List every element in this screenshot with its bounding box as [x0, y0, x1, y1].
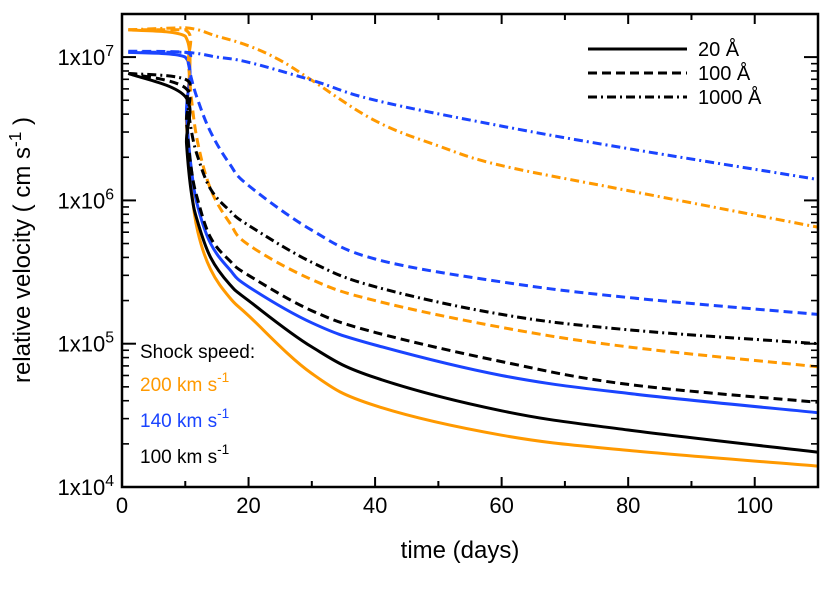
x-tick-label: 60	[489, 493, 513, 518]
annotation-shock-speed: 140 km s-1	[140, 406, 229, 432]
superscript: -1	[217, 406, 229, 421]
legend-label: 1000 Å	[698, 86, 762, 109]
y-axis-label: relative velocity ( cm s-1 )	[5, 117, 36, 383]
series-line-4	[128, 49, 818, 316]
text-span: 1x10	[57, 332, 105, 357]
legend-label: 20 Å	[698, 38, 740, 61]
plot-frame	[120, 12, 820, 489]
y-tick-label: 1x105	[57, 330, 114, 357]
x-tick-label: 100	[736, 493, 773, 518]
series-line-7	[128, 50, 818, 181]
annotation-title: Shock speed:	[140, 342, 255, 363]
x-axis-label: time (days)	[401, 537, 520, 564]
text-span: 1x10	[57, 475, 105, 500]
superscript: -1	[217, 370, 229, 385]
text-span: 1x10	[57, 45, 105, 70]
superscript: -1	[217, 442, 229, 457]
series-line-5	[127, 71, 818, 404]
text-span: 140 km s	[140, 411, 217, 432]
text-span: relative velocity ( cm s	[9, 147, 36, 383]
annotation-shock-speed: 100 km s-1	[140, 442, 229, 468]
series-line-2	[127, 71, 818, 454]
series-line-3	[128, 28, 818, 369]
series-group	[127, 26, 818, 468]
y-tick-label: 1x107	[57, 43, 114, 70]
superscript: 6	[105, 186, 114, 203]
superscript: -1	[5, 132, 25, 147]
y-tick-label: 1x106	[57, 186, 114, 213]
text-span: 100 km s	[140, 447, 217, 468]
x-tick-label: 40	[363, 493, 387, 518]
legend-label: 100 Å	[698, 62, 751, 85]
superscript: 5	[105, 330, 114, 347]
x-tick-label: 0	[116, 493, 128, 518]
superscript: 7	[105, 43, 114, 60]
superscript: 4	[105, 473, 114, 490]
x-tick-label: 20	[236, 493, 260, 518]
series-line-6	[128, 26, 818, 229]
text-span: 1x10	[57, 188, 105, 213]
x-tick-label: 80	[616, 493, 640, 518]
text-span: 200 km s	[140, 375, 217, 396]
y-tick-label: 1x104	[57, 473, 114, 500]
text-span: )	[9, 117, 36, 132]
annotation-shock-speed: 200 km s-1	[140, 370, 229, 396]
